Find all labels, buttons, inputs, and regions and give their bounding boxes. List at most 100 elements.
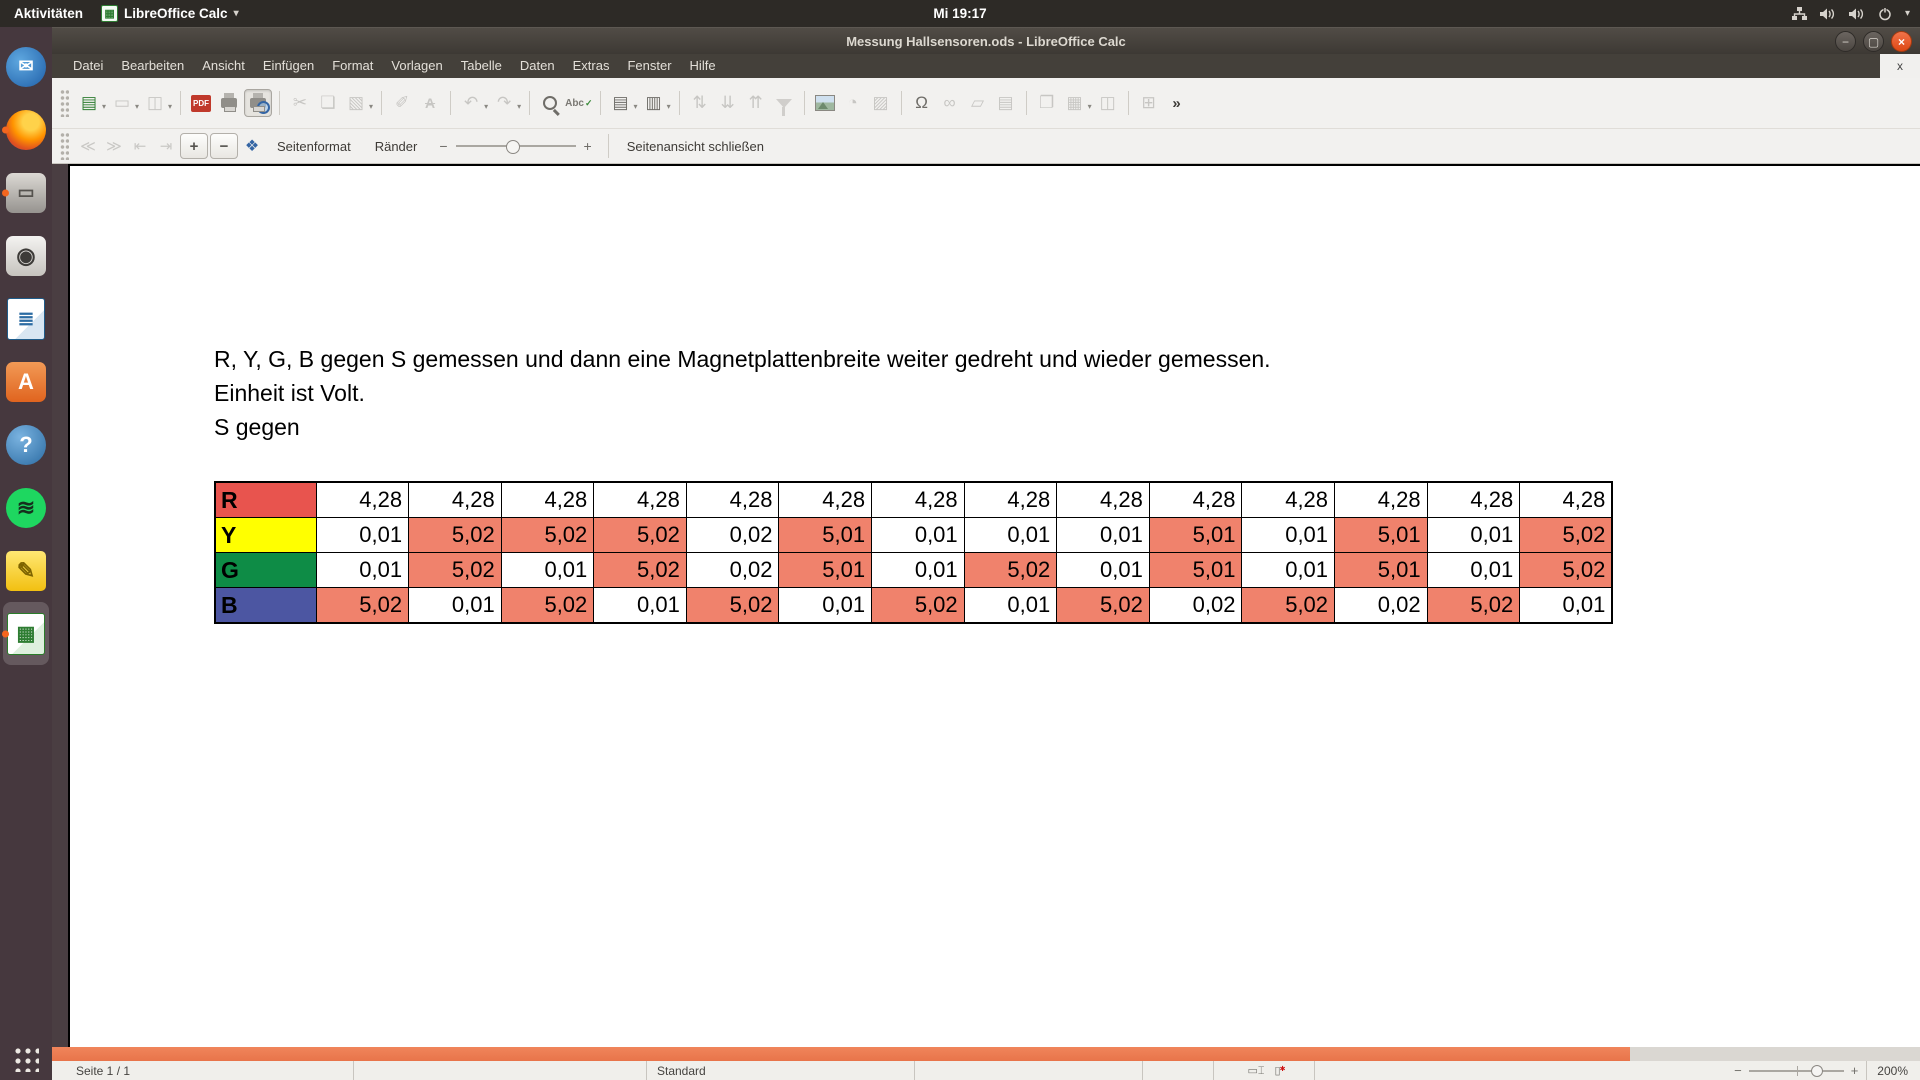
gnome-top-bar: Aktivitäten LibreOffice Calc ▾ Mi 19:17 … bbox=[0, 0, 1920, 27]
export-pdf-icon[interactable]: PDF bbox=[188, 90, 214, 116]
margins-button[interactable]: Ränder bbox=[374, 138, 418, 154]
zoom-in-icon[interactable]: + bbox=[180, 133, 208, 159]
menu-extras[interactable]: Extras bbox=[572, 58, 610, 73]
new-document-icon[interactable]: ▤ bbox=[80, 93, 98, 112]
table-cell: 5,02 bbox=[315, 587, 410, 624]
page-style[interactable]: Standard bbox=[647, 1061, 915, 1080]
maximize-button[interactable]: ▢ bbox=[1863, 31, 1884, 52]
find-replace-icon[interactable] bbox=[537, 90, 563, 116]
toolbar-overflow-icon[interactable]: » bbox=[1172, 94, 1181, 112]
table-cell: 4,28 bbox=[408, 481, 502, 518]
insert-row-dropdown-caret[interactable]: ▾ bbox=[633, 101, 638, 111]
title-bar[interactable]: Messung Hallsensoren.ods - LibreOffice C… bbox=[52, 27, 1920, 54]
menu-datei[interactable]: Datei bbox=[73, 58, 104, 73]
menu-vorlagen[interactable]: Vorlagen bbox=[391, 58, 443, 73]
print-area-icon: ❐ bbox=[1038, 93, 1055, 112]
slider-track[interactable] bbox=[455, 139, 576, 154]
print-icon[interactable] bbox=[216, 90, 242, 116]
scrollbar-thumb[interactable] bbox=[52, 1047, 1630, 1061]
rhythmbox-dock-icon[interactable]: ◉ bbox=[3, 224, 49, 287]
page-format-button[interactable]: Seitenformat bbox=[277, 138, 351, 154]
insert-column-icon[interactable]: ▥ bbox=[645, 93, 662, 112]
close-document-button[interactable]: x bbox=[1880, 54, 1920, 78]
zoom-out-label[interactable]: − bbox=[439, 138, 448, 154]
libreoffice-calc-dock-icon[interactable]: ▦ bbox=[2, 602, 49, 665]
close-button[interactable]: × bbox=[1891, 31, 1912, 52]
document-area: R, Y, G, B gegen S gemessen und dann ein… bbox=[52, 164, 1920, 1047]
table-cell: 5,01 bbox=[778, 552, 873, 588]
chevron-down-icon: ▾ bbox=[233, 8, 239, 19]
volume-icon[interactable] bbox=[1819, 7, 1836, 21]
print-preview-icon[interactable] bbox=[244, 89, 273, 117]
libreoffice-writer-dock-icon[interactable]: ≣ bbox=[3, 287, 49, 350]
menu-daten[interactable]: Daten bbox=[519, 58, 555, 73]
toolbar-separator bbox=[900, 91, 902, 115]
selection-mode-icon[interactable]: ▭⌶ bbox=[1247, 1064, 1265, 1077]
toolbar-grip[interactable] bbox=[60, 89, 69, 117]
thunderbird-dock-icon[interactable]: ✉ bbox=[3, 35, 49, 98]
files-dock-icon[interactable]: ▭ bbox=[2, 161, 49, 224]
close-preview-button[interactable]: Seitenansicht schließen bbox=[626, 138, 765, 154]
zoom-slider-thumb[interactable] bbox=[1810, 1065, 1823, 1077]
table-cell: 4,28 bbox=[593, 481, 687, 518]
table-cell: 5,01 bbox=[1334, 552, 1428, 588]
spelling-icon[interactable]: Abc bbox=[565, 90, 592, 116]
menu-hilfe[interactable]: Hilfe bbox=[689, 58, 716, 73]
insert-row-icon[interactable]: ▤ bbox=[612, 93, 629, 112]
zoom-control[interactable]: − + bbox=[1734, 1063, 1858, 1078]
help-dock-icon[interactable]: ? bbox=[3, 413, 49, 476]
volume-icon-2[interactable] bbox=[1848, 7, 1865, 21]
libreoffice-writer-icon: ≣ bbox=[7, 297, 45, 340]
full-screen-icon[interactable]: ❖ bbox=[244, 138, 260, 155]
chevron-down-icon[interactable]: ▾ bbox=[1904, 8, 1910, 19]
notes-icon: ✎ bbox=[6, 550, 46, 591]
notes-dock-icon[interactable]: ✎ bbox=[3, 539, 49, 602]
insert-image-icon[interactable] bbox=[812, 90, 838, 116]
firefox-dock-icon[interactable] bbox=[2, 98, 49, 161]
menu-bearbeiten[interactable]: Bearbeiten bbox=[121, 58, 185, 73]
row-label-Y: Y bbox=[214, 517, 317, 553]
show-applications-button[interactable] bbox=[12, 1045, 39, 1072]
network-icon[interactable] bbox=[1791, 6, 1807, 21]
activities-button[interactable]: Aktivitäten bbox=[14, 6, 84, 21]
redo-dropdown-caret: ▾ bbox=[517, 101, 522, 111]
zoom-level[interactable]: 200% bbox=[1866, 1061, 1920, 1080]
zoom-out-icon[interactable]: − bbox=[210, 133, 238, 159]
horizontal-scrollbar[interactable] bbox=[52, 1047, 1920, 1061]
menu-einfügen[interactable]: Einfügen bbox=[262, 58, 315, 73]
menu-format[interactable]: Format bbox=[332, 58, 374, 73]
files-icon: ▭ bbox=[6, 172, 46, 213]
spotify-dock-icon[interactable]: ≋ bbox=[3, 476, 49, 539]
clock[interactable]: Mi 19:17 bbox=[933, 6, 987, 21]
zoom-slider-track[interactable] bbox=[1748, 1065, 1844, 1077]
power-icon[interactable] bbox=[1878, 7, 1892, 21]
toolbar-grip[interactable] bbox=[60, 132, 69, 160]
toolbar-separator bbox=[381, 91, 383, 115]
table-cell: 0,01 bbox=[593, 587, 687, 624]
special-character-icon[interactable]: Ω bbox=[915, 93, 928, 112]
slider-thumb[interactable] bbox=[505, 139, 520, 154]
preview-zoom-slider[interactable]: − + bbox=[439, 138, 591, 154]
new-document-dropdown-caret[interactable]: ▾ bbox=[102, 101, 107, 111]
first-page-icon: ⇤ bbox=[133, 138, 147, 155]
cut-icon: ✂ bbox=[292, 93, 308, 112]
zoom-out-button[interactable]: − bbox=[1734, 1063, 1742, 1078]
toolbar-separator bbox=[1025, 91, 1027, 115]
document-modified-icon[interactable]: ▯ bbox=[1274, 1064, 1285, 1077]
zoom-in-label[interactable]: + bbox=[583, 138, 592, 154]
minimize-button[interactable]: − bbox=[1835, 31, 1856, 52]
rhythmbox-icon: ◉ bbox=[6, 235, 46, 276]
save-document-dropdown-caret: ▾ bbox=[168, 101, 173, 111]
zoom-in-button[interactable]: + bbox=[1850, 1063, 1859, 1078]
app-menu-button[interactable]: LibreOffice Calc ▾ bbox=[101, 5, 239, 22]
table-row-G: G 0,01 5,02 0,01 5,02 0,02 5,01 0,01 5,02 0,01 5,0… bbox=[214, 552, 1613, 588]
ubuntu-software-dock-icon[interactable]: A bbox=[3, 350, 49, 413]
insert-column-dropdown-caret[interactable]: ▾ bbox=[666, 101, 671, 111]
undo-icon: ↶ bbox=[463, 93, 479, 112]
menu-ansicht[interactable]: Ansicht bbox=[202, 58, 245, 73]
menu-fenster[interactable]: Fenster bbox=[627, 58, 672, 73]
pivot-table-icon: ▨ bbox=[872, 93, 889, 112]
table-cell: 5,02 bbox=[963, 552, 1058, 588]
menu-tabelle[interactable]: Tabelle bbox=[460, 58, 502, 73]
table-cell: 5,02 bbox=[871, 587, 965, 624]
